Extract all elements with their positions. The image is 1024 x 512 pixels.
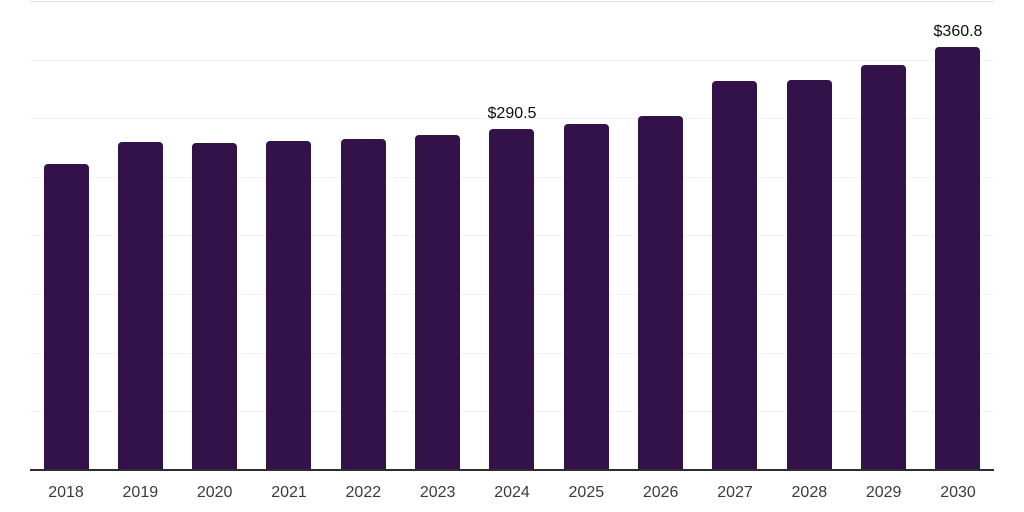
x-tick-label-2019: 2019 bbox=[122, 484, 159, 501]
bar-2025 bbox=[563, 123, 609, 470]
x-tick-label-2021: 2021 bbox=[271, 484, 307, 501]
x-tick-label-2018: 2018 bbox=[48, 484, 84, 501]
bar-2022 bbox=[340, 138, 386, 470]
bar-2020 bbox=[192, 142, 238, 470]
bar-2026 bbox=[638, 115, 684, 470]
x-tick-label-2029: 2029 bbox=[865, 484, 902, 501]
x-tick-label-2030: 2030 bbox=[940, 484, 976, 501]
bar-2019 bbox=[117, 141, 163, 470]
bar-2030 bbox=[935, 46, 981, 470]
x-tick-label-2026: 2026 bbox=[642, 484, 679, 501]
bar-2018 bbox=[43, 163, 89, 470]
bar-2024 bbox=[489, 129, 535, 470]
bar-2029 bbox=[861, 64, 907, 470]
x-tick-label-2022: 2022 bbox=[345, 484, 382, 501]
gridline bbox=[30, 60, 994, 61]
x-tick-label-2020: 2020 bbox=[196, 484, 233, 501]
x-tick-label-2025: 2025 bbox=[568, 484, 605, 501]
x-tick-label-2027: 2027 bbox=[717, 484, 753, 501]
bar-2027 bbox=[712, 81, 758, 470]
value-label-2024: $290.5 bbox=[487, 105, 537, 123]
bar-2021 bbox=[266, 140, 312, 470]
x-tick-label-2024: 2024 bbox=[494, 484, 530, 501]
x-tick-label-2028: 2028 bbox=[791, 484, 828, 501]
x-tick-label-2023: 2023 bbox=[419, 484, 456, 501]
value-label-2030: $360.8 bbox=[933, 22, 983, 40]
x-axis-line bbox=[30, 469, 994, 471]
bar-2028 bbox=[786, 79, 832, 470]
bar-2023 bbox=[415, 134, 461, 470]
top-gridline bbox=[30, 1, 994, 2]
